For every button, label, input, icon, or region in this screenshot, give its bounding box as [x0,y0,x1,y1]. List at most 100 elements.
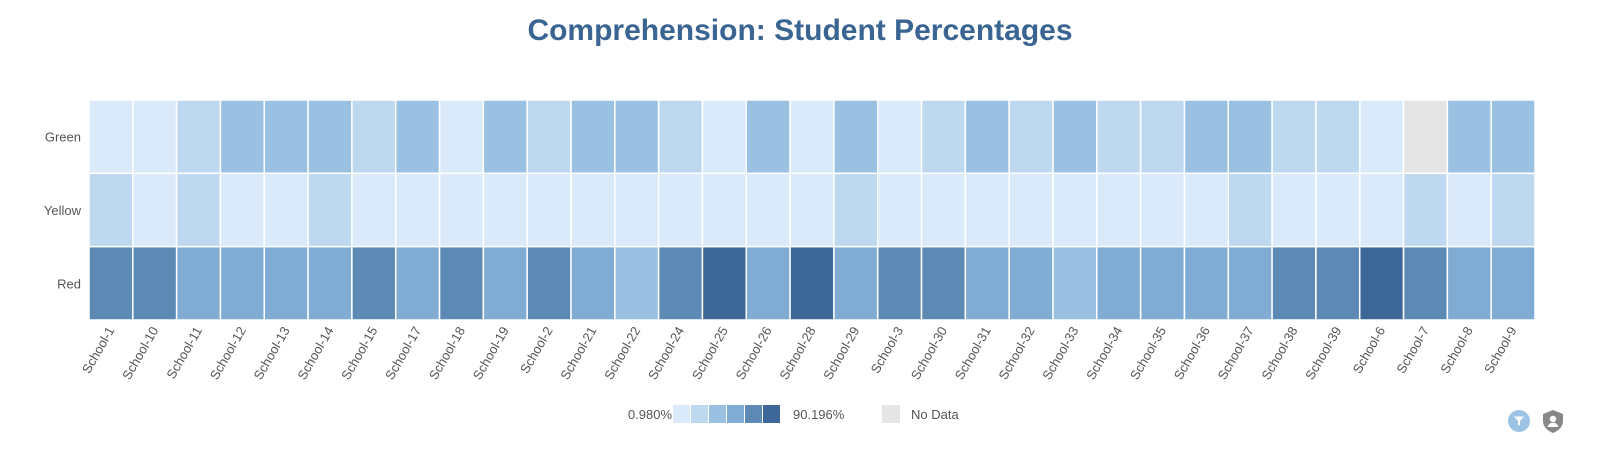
heatmap-cell-red-school-31[interactable] [964,245,1010,321]
heatmap-cell-green-school-18[interactable] [438,99,485,175]
heatmap-cell-green-school-31[interactable] [964,99,1010,175]
heatmap-cell-green-school-25[interactable] [701,99,748,175]
heatmap-cell-red-school-6[interactable] [1358,245,1405,321]
heatmap-cell-green-school-1[interactable] [88,99,134,175]
heatmap-cell-red-school-11[interactable] [175,245,222,321]
heatmap-cell-green-school-30[interactable] [920,99,967,175]
heatmap-cell-yellow-school-21[interactable] [570,172,616,248]
heatmap-cell-red-school-29[interactable] [833,245,879,321]
heatmap-cell-red-school-19[interactable] [482,245,528,321]
heatmap-cell-yellow-school-35[interactable] [1139,172,1186,248]
heatmap-cell-green-school-38[interactable] [1271,99,1317,175]
heatmap-cell-green-school-13[interactable] [263,99,309,175]
heatmap-cell-yellow-school-28[interactable] [789,172,835,248]
heatmap-cell-green-school-10[interactable] [132,99,178,175]
heatmap-cell-green-school-6[interactable] [1358,99,1405,175]
heatmap-cell-yellow-school-1[interactable] [88,172,134,248]
heatmap-cell-green-school-24[interactable] [657,99,704,175]
heatmap-cell-yellow-school-6[interactable] [1358,172,1405,248]
heatmap-cell-red-school-25[interactable] [701,245,748,321]
heatmap-cell-yellow-school-39[interactable] [1315,172,1361,248]
heatmap-cell-yellow-school-17[interactable] [394,172,441,248]
heatmap-cell-yellow-school-32[interactable] [1008,172,1054,248]
heatmap-cell-green-school-12[interactable] [219,99,266,175]
heatmap-cell-red-school-30[interactable] [920,245,967,321]
heatmap-cell-red-school-28[interactable] [789,245,835,321]
heatmap-cell-red-school-1[interactable] [88,245,134,321]
heatmap-cell-yellow-school-30[interactable] [920,172,967,248]
heatmap-cell-red-school-22[interactable] [614,245,660,321]
heatmap-cell-green-school-8[interactable] [1446,99,1492,175]
heatmap-cell-green-school-3[interactable] [876,99,923,175]
heatmap-cell-green-school-37[interactable] [1227,99,1273,175]
heatmap-cell-yellow-school-33[interactable] [1052,172,1098,248]
heatmap-cell-yellow-school-22[interactable] [614,172,660,248]
filter-button[interactable] [1508,410,1530,432]
heatmap-cell-red-school-9[interactable] [1490,245,1536,321]
heatmap-cell-yellow-school-36[interactable] [1183,172,1230,248]
heatmap-cell-green-school-17[interactable] [394,99,441,175]
heatmap-cell-green-school-14[interactable] [307,99,353,175]
heatmap-cell-red-school-2[interactable] [526,245,572,321]
heatmap-cell-red-school-12[interactable] [219,245,266,321]
heatmap-cell-green-school-36[interactable] [1183,99,1230,175]
heatmap-cell-red-school-32[interactable] [1008,245,1054,321]
heatmap-cell-yellow-school-29[interactable] [833,172,879,248]
heatmap-cell-red-school-18[interactable] [438,245,485,321]
heatmap-cell-green-school-11[interactable] [175,99,222,175]
heatmap-cell-yellow-school-34[interactable] [1096,172,1142,248]
heatmap-cell-yellow-school-18[interactable] [438,172,485,248]
heatmap-cell-green-school-34[interactable] [1096,99,1142,175]
heatmap-cell-yellow-school-7[interactable] [1402,172,1449,248]
heatmap-cell-yellow-school-31[interactable] [964,172,1010,248]
heatmap-cell-red-school-14[interactable] [307,245,353,321]
heatmap-cell-yellow-school-2[interactable] [526,172,572,248]
heatmap-cell-red-school-15[interactable] [351,245,397,321]
heatmap-cell-red-school-13[interactable] [263,245,309,321]
heatmap-cell-yellow-school-10[interactable] [132,172,178,248]
heatmap-cell-yellow-school-11[interactable] [175,172,222,248]
heatmap-cell-red-school-39[interactable] [1315,245,1361,321]
heatmap-cell-green-school-9[interactable] [1490,99,1536,175]
heatmap-cell-red-school-37[interactable] [1227,245,1273,321]
heatmap-cell-green-school-39[interactable] [1315,99,1361,175]
heatmap-cell-red-school-7[interactable] [1402,245,1449,321]
heatmap-cell-yellow-school-8[interactable] [1446,172,1492,248]
heatmap-cell-green-school-2[interactable] [526,99,572,175]
heatmap-cell-green-school-32[interactable] [1008,99,1054,175]
heatmap-cell-green-school-19[interactable] [482,99,528,175]
heatmap-cell-red-school-8[interactable] [1446,245,1492,321]
heatmap-cell-red-school-33[interactable] [1052,245,1098,321]
heatmap-cell-yellow-school-19[interactable] [482,172,528,248]
heatmap-cell-yellow-school-25[interactable] [701,172,748,248]
heatmap-cell-yellow-school-37[interactable] [1227,172,1273,248]
heatmap-cell-red-school-3[interactable] [876,245,923,321]
heatmap-cell-red-school-26[interactable] [745,245,791,321]
heatmap-cell-green-school-33[interactable] [1052,99,1098,175]
heatmap-cell-red-school-21[interactable] [570,245,616,321]
heatmap-cell-red-school-17[interactable] [394,245,441,321]
heatmap-cell-red-school-38[interactable] [1271,245,1317,321]
heatmap-cell-yellow-school-15[interactable] [351,172,397,248]
heatmap-cell-red-school-34[interactable] [1096,245,1142,321]
heatmap-cell-red-school-10[interactable] [132,245,178,321]
heatmap-cell-green-school-28[interactable] [789,99,835,175]
heatmap-cell-yellow-school-3[interactable] [876,172,923,248]
heatmap-cell-yellow-school-9[interactable] [1490,172,1536,248]
heatmap-cell-green-school-35[interactable] [1139,99,1186,175]
heatmap-cell-green-school-7[interactable] [1402,99,1449,175]
heatmap-cell-green-school-15[interactable] [351,99,397,175]
heatmap-cell-yellow-school-12[interactable] [219,172,266,248]
heatmap-cell-yellow-school-24[interactable] [657,172,704,248]
heatmap-cell-red-school-36[interactable] [1183,245,1230,321]
heatmap-cell-green-school-21[interactable] [570,99,616,175]
heatmap-cell-green-school-29[interactable] [833,99,879,175]
heatmap-cell-green-school-26[interactable] [745,99,791,175]
heatmap-cell-green-school-22[interactable] [614,99,660,175]
heatmap-cell-yellow-school-14[interactable] [307,172,353,248]
privacy-button[interactable] [1540,408,1566,434]
heatmap-cell-yellow-school-38[interactable] [1271,172,1317,248]
heatmap-cell-yellow-school-13[interactable] [263,172,309,248]
heatmap-cell-yellow-school-26[interactable] [745,172,791,248]
heatmap-cell-red-school-35[interactable] [1139,245,1186,321]
